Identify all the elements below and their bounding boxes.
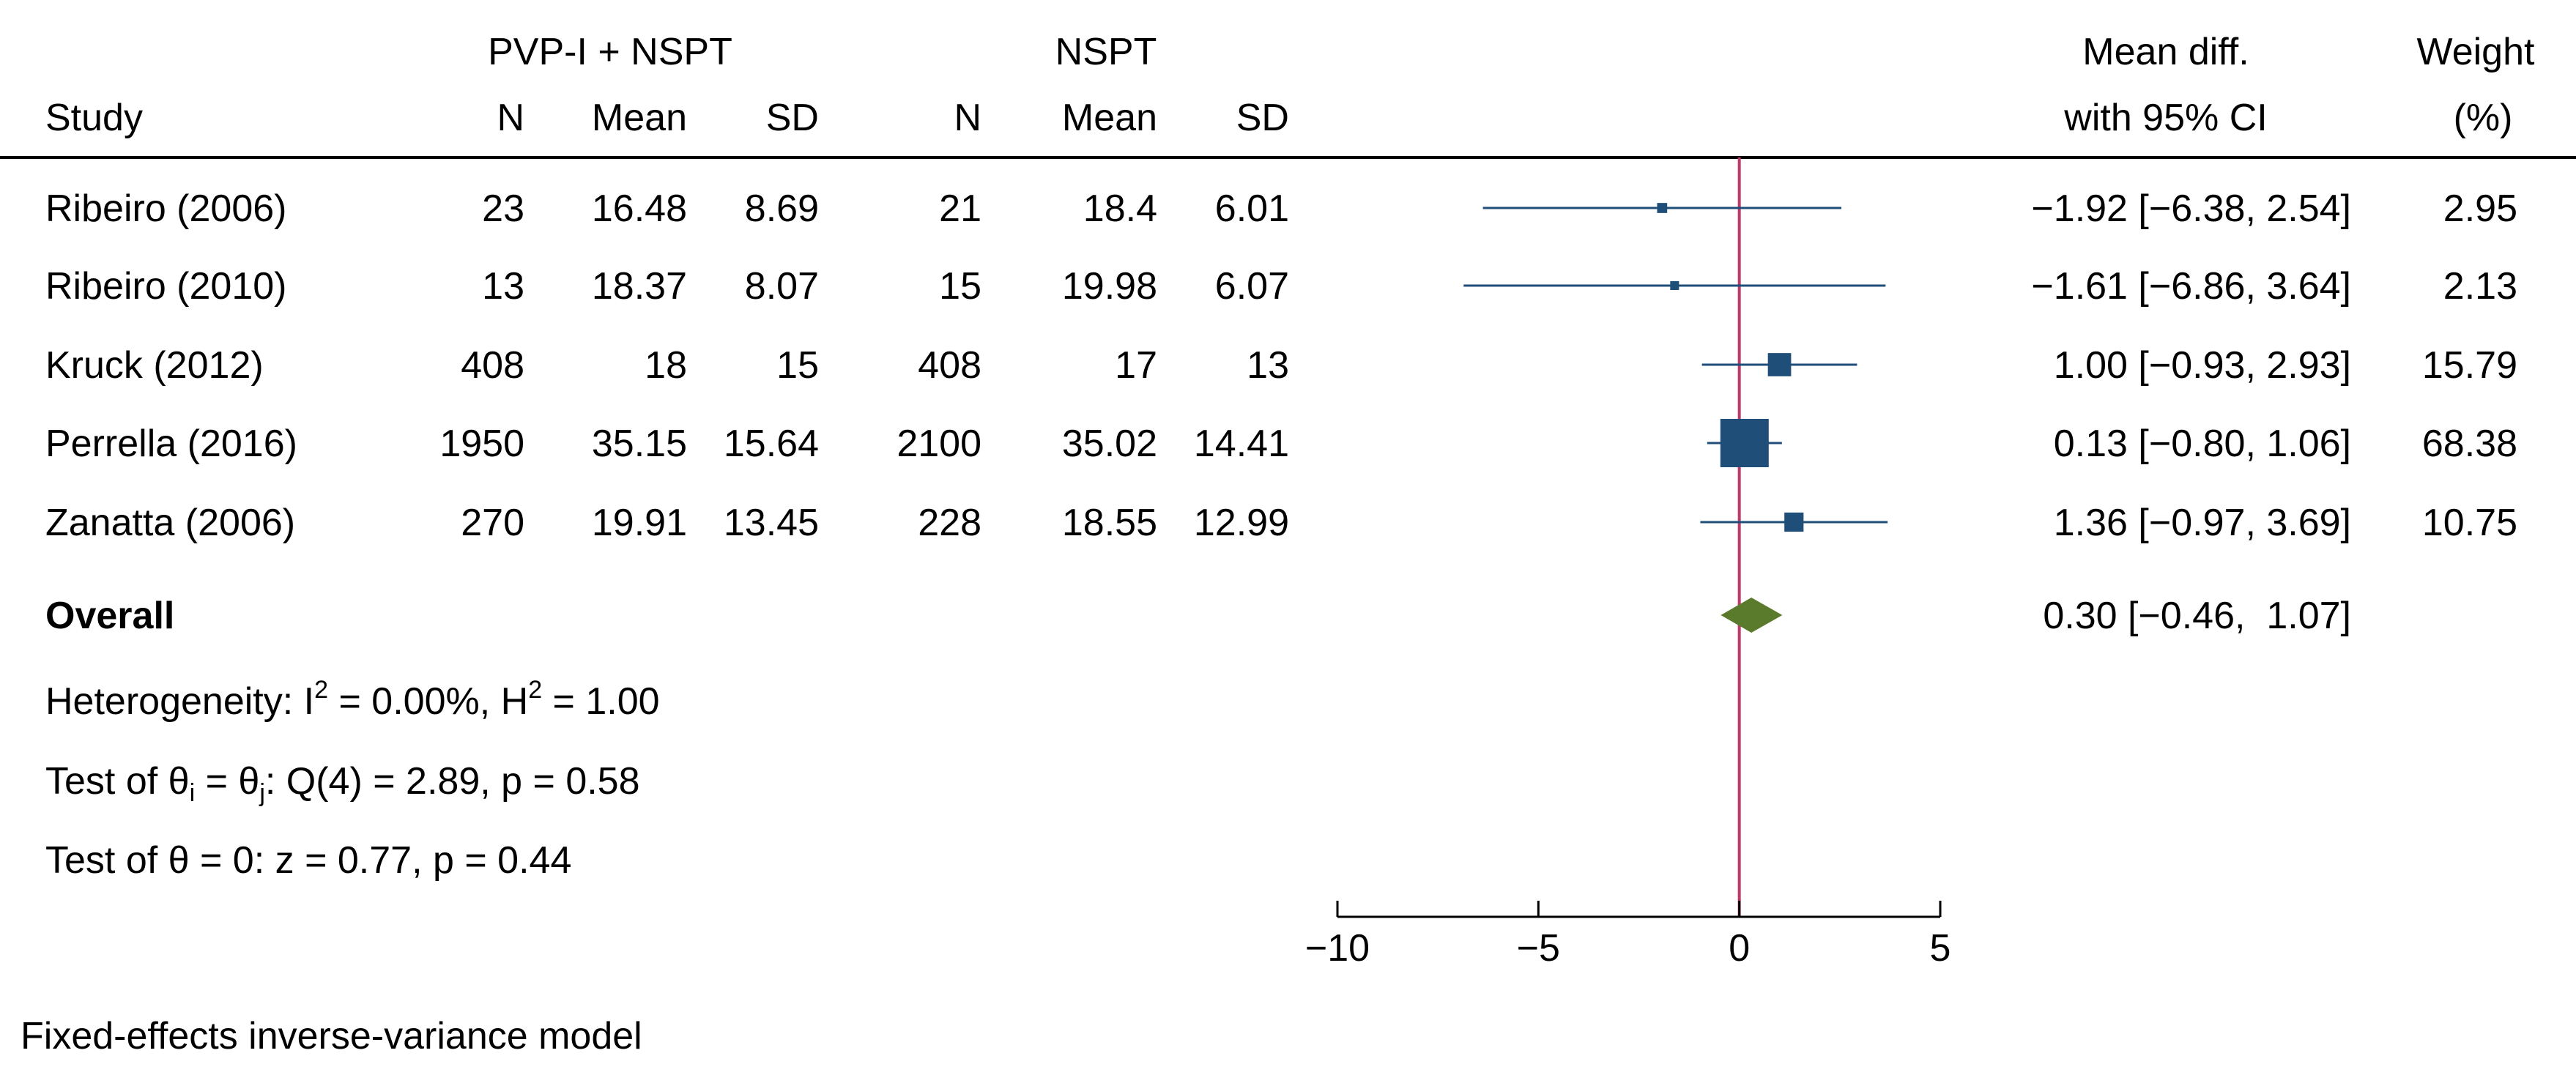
n1-value: 1950: [439, 423, 524, 465]
sd1-value: 8.69: [745, 187, 819, 230]
x-axis: −10 −5 0 5: [1305, 901, 1951, 970]
header-n2: N: [954, 97, 981, 139]
study-name: Zanatta (2006): [45, 502, 295, 544]
x-tick-label: 5: [1930, 927, 1951, 970]
sd1-value: 15: [776, 344, 819, 387]
effect-marker: [1767, 353, 1792, 376]
mean2-value: 35.02: [1062, 423, 1157, 465]
ci-text: −1.92 [−6.38, 2.54]: [2031, 187, 2351, 230]
mean2-value: 18.4: [1083, 187, 1157, 230]
x-tick-label: −10: [1305, 927, 1370, 970]
header-mean1: Mean: [592, 97, 687, 139]
header-weight-line1: Weight: [2417, 31, 2535, 73]
header-sd2: SD: [1236, 97, 1289, 139]
header-group2: NSPT: [1055, 31, 1157, 73]
header-group1: PVP-I + NSPT: [488, 31, 732, 73]
effect-marker: [1670, 281, 1679, 290]
mean2-value: 17: [1115, 344, 1157, 387]
study-row: Perrella (2016) 1950 35.15 15.64 2100 35.02 14…: [45, 419, 2517, 467]
zero-effect-test-text: Test of θ = 0: z = 0.77, p = 0.44: [45, 839, 571, 882]
ci-text: 1.00 [−0.93, 2.93]: [2054, 344, 2351, 387]
sd1-value: 13.45: [724, 502, 819, 544]
ci-text: 1.36 [−0.97, 3.69]: [2054, 502, 2351, 544]
study-name: Kruck (2012): [45, 344, 264, 387]
study-rows: Ribeiro (2006) 23 16.48 8.69 21 18.4 6.01 −1.92…: [45, 187, 2517, 544]
study-name: Perrella (2016): [45, 423, 297, 465]
study-row: Ribeiro (2006) 23 16.48 8.69 21 18.4 6.01 −1.92…: [45, 187, 2517, 230]
sd2-value: 13: [1247, 344, 1289, 387]
sd1-value: 8.07: [745, 265, 819, 308]
n1-value: 270: [461, 502, 524, 544]
weight-value: 10.75: [2422, 502, 2517, 544]
header-effect-line1: Mean diff.: [2082, 31, 2249, 73]
study-row: Zanatta (2006) 270 19.91 13.45 228 18.55 12.99…: [45, 502, 2517, 544]
n1-value: 23: [482, 187, 524, 230]
header-mean2: Mean: [1062, 97, 1157, 139]
n2-value: 228: [918, 502, 981, 544]
effect-marker: [1720, 419, 1769, 467]
mean2-value: 18.55: [1062, 502, 1157, 544]
mean1-value: 18: [645, 344, 687, 387]
weight-value: 15.79: [2422, 344, 2517, 387]
weight-value: 2.95: [2443, 187, 2517, 230]
n1-value: 13: [482, 265, 524, 308]
n1-value: 408: [461, 344, 524, 387]
model-note: Fixed-effects inverse-variance model: [21, 1015, 642, 1057]
sd2-value: 6.01: [1215, 187, 1289, 230]
header-study: Study: [45, 97, 143, 139]
header-effect-line2: with 95% CI: [2063, 97, 2267, 139]
study-name: Ribeiro (2010): [45, 265, 287, 308]
overall-label: Overall: [45, 595, 174, 637]
study-name: Ribeiro (2006): [45, 187, 287, 230]
mean1-value: 35.15: [592, 423, 687, 465]
ci-text: 0.13 [−0.80, 1.06]: [2054, 423, 2351, 465]
weight-value: 68.38: [2422, 423, 2517, 465]
homogeneity-test-text: Test of θi = θj: Q(4) = 2.89, p = 0.58: [45, 760, 640, 807]
n2-value: 408: [918, 344, 981, 387]
weight-value: 2.13: [2443, 265, 2517, 308]
study-row: Ribeiro (2010) 13 18.37 8.07 15 19.98 6.07 −1.6…: [45, 265, 2517, 308]
mean1-value: 16.48: [592, 187, 687, 230]
header-n1: N: [497, 97, 524, 139]
n2-value: 15: [939, 265, 981, 308]
header-weight-line2: (%): [2454, 97, 2513, 139]
x-tick-label: −5: [1517, 927, 1560, 970]
heterogeneity-text: Heterogeneity: I2 = 0.00%, H2 = 1.00: [45, 676, 660, 723]
overall-ci-text: 0.30 [−0.46, 1.07]: [2043, 595, 2351, 637]
mean1-value: 18.37: [592, 265, 687, 308]
sd2-value: 6.07: [1215, 265, 1289, 308]
n2-value: 2100: [897, 423, 981, 465]
effect-marker: [1784, 512, 1804, 532]
ci-text: −1.61 [−6.86, 3.64]: [2031, 265, 2351, 308]
x-tick-label: 0: [1729, 927, 1750, 970]
n2-value: 21: [939, 187, 981, 230]
effect-marker: [1657, 203, 1668, 213]
study-row: Kruck (2012) 408 18 15 408 17 13 1.00 [−0.93, 2…: [45, 344, 2517, 387]
sd2-value: 12.99: [1194, 502, 1289, 544]
header-sd1: SD: [766, 97, 819, 139]
sd1-value: 15.64: [724, 423, 819, 465]
overall-diamond: [1721, 598, 1783, 633]
sd2-value: 14.41: [1194, 423, 1289, 465]
mean1-value: 19.91: [592, 502, 687, 544]
mean2-value: 19.98: [1062, 265, 1157, 308]
